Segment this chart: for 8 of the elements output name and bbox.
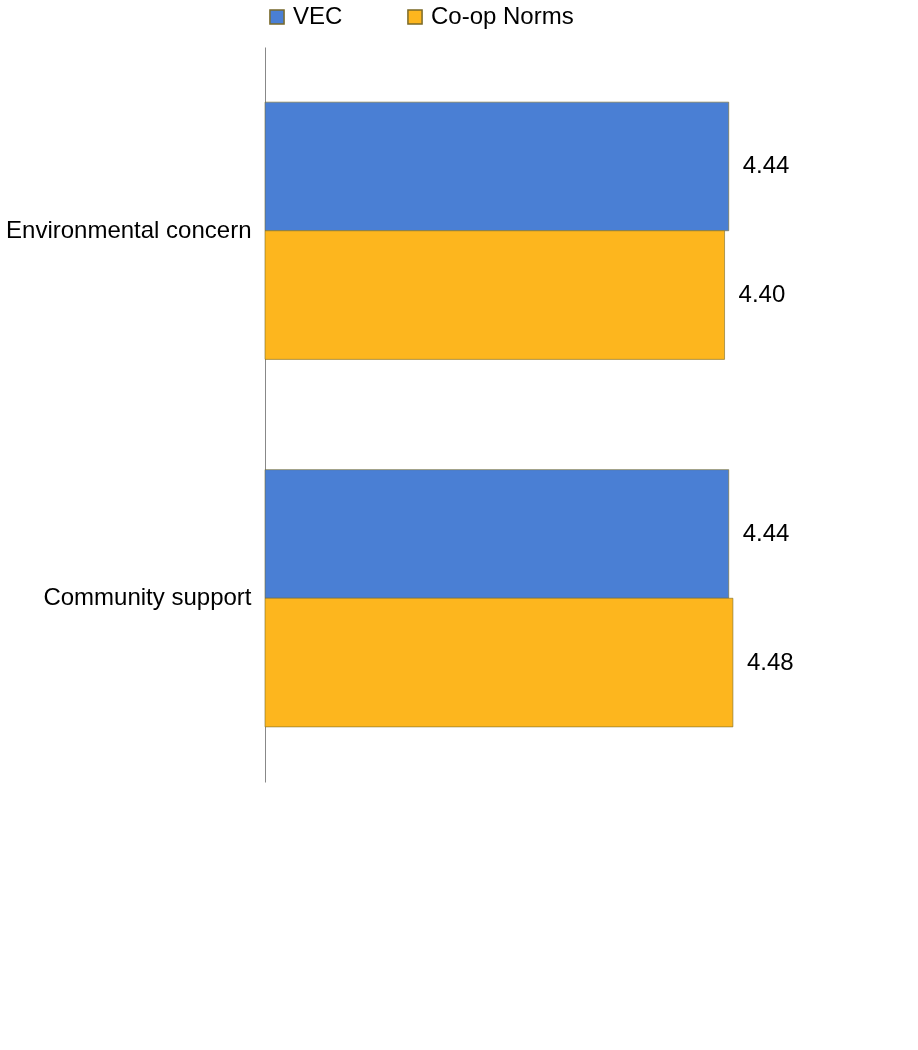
data-label: 4.44: [742, 518, 790, 546]
y-tick-label: Environmental concern: [6, 215, 252, 243]
data-label: 4.48: [746, 647, 794, 675]
data-label: 4.40: [738, 280, 786, 308]
y-tick-label: Community support: [43, 583, 252, 611]
legend-label: VEC: [293, 2, 343, 29]
data-label: 4.44: [742, 151, 790, 179]
legend-label: Co-op Norms: [431, 2, 574, 29]
